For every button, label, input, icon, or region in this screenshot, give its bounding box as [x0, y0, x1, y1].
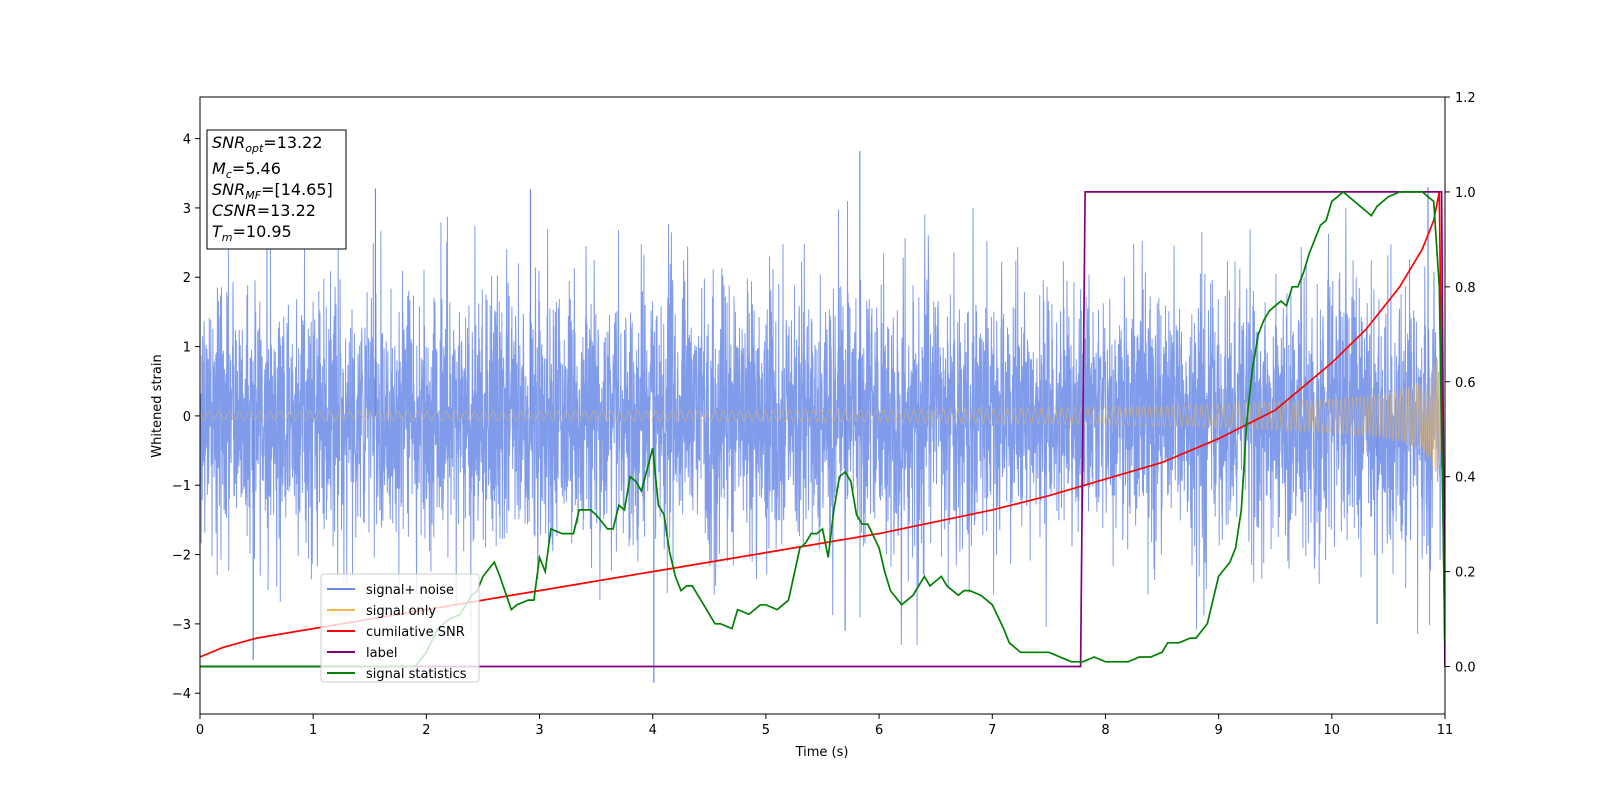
y-tick-label: −3 [172, 618, 191, 633]
plot-frame [199, 96, 1446, 715]
y2-tick-label: 0.6 [1455, 376, 1476, 391]
annotation-lines: SNRopt=13.22Mc=5.46SNRMF=[14.65]CSNR=13.… [212, 133, 333, 244]
annotation-subscript: m [222, 231, 233, 244]
y2-tick-label: 0.8 [1455, 281, 1476, 296]
legend-label: cumilative SNR [366, 625, 465, 640]
y-axis-title: Whitened strain [150, 354, 165, 457]
legend-label: signal only [366, 604, 436, 619]
x-tick-label: 3 [535, 723, 543, 738]
y2-tick-label: 1.0 [1455, 186, 1476, 201]
y-tick-label: 3 [183, 202, 191, 217]
y-tick-label: 2 [183, 271, 191, 286]
annotation-symbol: CSNR [212, 201, 257, 220]
x-tick-label: 0 [196, 723, 204, 738]
x-tick-label: 2 [422, 723, 430, 738]
y-axis-right: 0.0 0.2 0.4 0.6 0.8 1.0 1.2 [1445, 91, 1476, 676]
annotation-value: =[14.65] [261, 180, 333, 199]
y-tick-label: −1 [172, 479, 191, 494]
annotation-symbol: SNR [212, 133, 245, 152]
y2-tick-label: 1.2 [1455, 91, 1476, 106]
annotation-line: CSNR=13.22 [212, 201, 316, 220]
annotation-subscript: MF [245, 189, 261, 202]
legend-label: signal statistics [366, 667, 467, 682]
x-tick-label: 5 [762, 723, 770, 738]
annotation-value: =13.22 [257, 201, 316, 220]
annotation-subscript: opt [245, 142, 264, 155]
annotation-symbol: M [212, 159, 226, 178]
x-tick-label: 11 [1437, 723, 1454, 738]
x-tick-label: 1 [309, 723, 317, 738]
y-tick-label: −4 [172, 687, 191, 702]
annotation-frame [206, 129, 347, 250]
x-tick-label: 7 [988, 723, 996, 738]
x-tick-label: 9 [1214, 723, 1222, 738]
legend-label: label [366, 646, 397, 661]
annotation-line: Mc=5.46 [212, 159, 281, 181]
legend-items: signal+ noise signal only cumilative SNR la… [327, 583, 467, 682]
annotation-subscript: c [226, 168, 232, 181]
annotation-line: Tm=10.95 [212, 222, 292, 244]
signal-statistics-line [200, 190, 1445, 668]
legend-label: signal+ noise [366, 583, 454, 598]
x-axis-title: Time (s) [795, 745, 849, 760]
y-tick-label: 4 [183, 133, 191, 148]
annotation-symbol: T [212, 222, 223, 241]
y2-tick-label: 0.4 [1455, 471, 1476, 486]
annotation-line: SNRMF=[14.65] [212, 180, 333, 202]
legend: signal+ noise signal only cumilative SNR la… [320, 573, 480, 683]
y-axis-left: −4 −3 −2 −1 0 1 2 3 4 [172, 133, 200, 702]
legend-frame [320, 573, 480, 683]
annotation-value: =5.46 [232, 159, 281, 178]
signal-only-series [200, 354, 1442, 473]
annotation-line: SNRopt=13.22 [212, 133, 323, 155]
y-tick-label: −2 [172, 549, 191, 564]
x-tick-label: 8 [1101, 723, 1109, 738]
y2-tick-label: 0.0 [1455, 661, 1476, 676]
y-tick-label: 1 [183, 341, 191, 356]
y-tick-label: 0 [183, 410, 191, 425]
annotation-value: =10.95 [233, 222, 292, 241]
x-tick-label: 4 [649, 723, 657, 738]
label-line [200, 191, 1445, 668]
x-axis: 0 1 2 3 4 5 6 7 8 9 10 11 [196, 714, 1453, 738]
annotation-value: =13.22 [263, 133, 322, 152]
x-tick-label: 6 [875, 723, 883, 738]
y2-tick-label: 0.2 [1455, 566, 1476, 581]
annotation-symbol: SNR [212, 180, 245, 199]
x-tick-label: 10 [1324, 723, 1341, 738]
annotation-box: SNRopt=13.22Mc=5.46SNRMF=[14.65]CSNR=13.… [206, 129, 347, 250]
